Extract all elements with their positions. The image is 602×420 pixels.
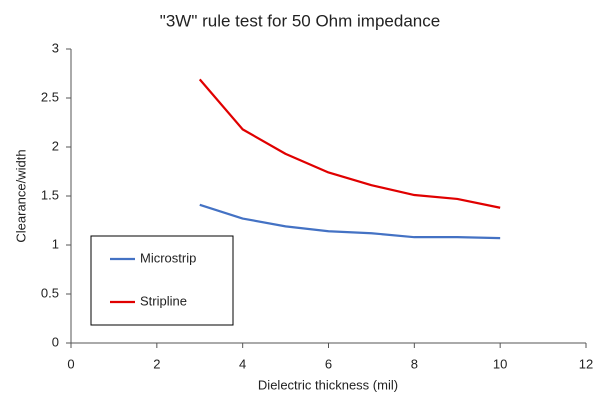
y-axis-label: Clearance/width [13,149,28,242]
x-tick-label: 12 [579,356,593,371]
y-tick-label: 0 [52,334,59,349]
x-tick-label: 0 [67,356,74,371]
y-tick-label: 3 [52,40,59,55]
x-axis-label: Dielectric thickness (mil) [258,377,398,392]
legend-box [90,235,234,326]
x-tick-label: 4 [239,356,246,371]
y-tick-label: 0.5 [41,285,59,300]
series-line [198,78,501,209]
x-tick-label: 6 [325,356,332,371]
legend-label: Microstrip [140,250,196,265]
legend-label: Stripline [140,293,187,308]
chart-title: "3W" rule test for 50 Ohm impedance [160,11,440,30]
x-tick-label: 10 [493,356,507,371]
series-line [199,203,501,240]
y-tick-label: 1 [52,236,59,251]
y-tick-label: 2.5 [41,89,59,104]
x-tick-label: 2 [153,356,160,371]
x-tick-label: 8 [411,356,418,371]
y-tick-label: 2 [52,138,59,153]
y-tick-label: 1.5 [41,187,59,202]
